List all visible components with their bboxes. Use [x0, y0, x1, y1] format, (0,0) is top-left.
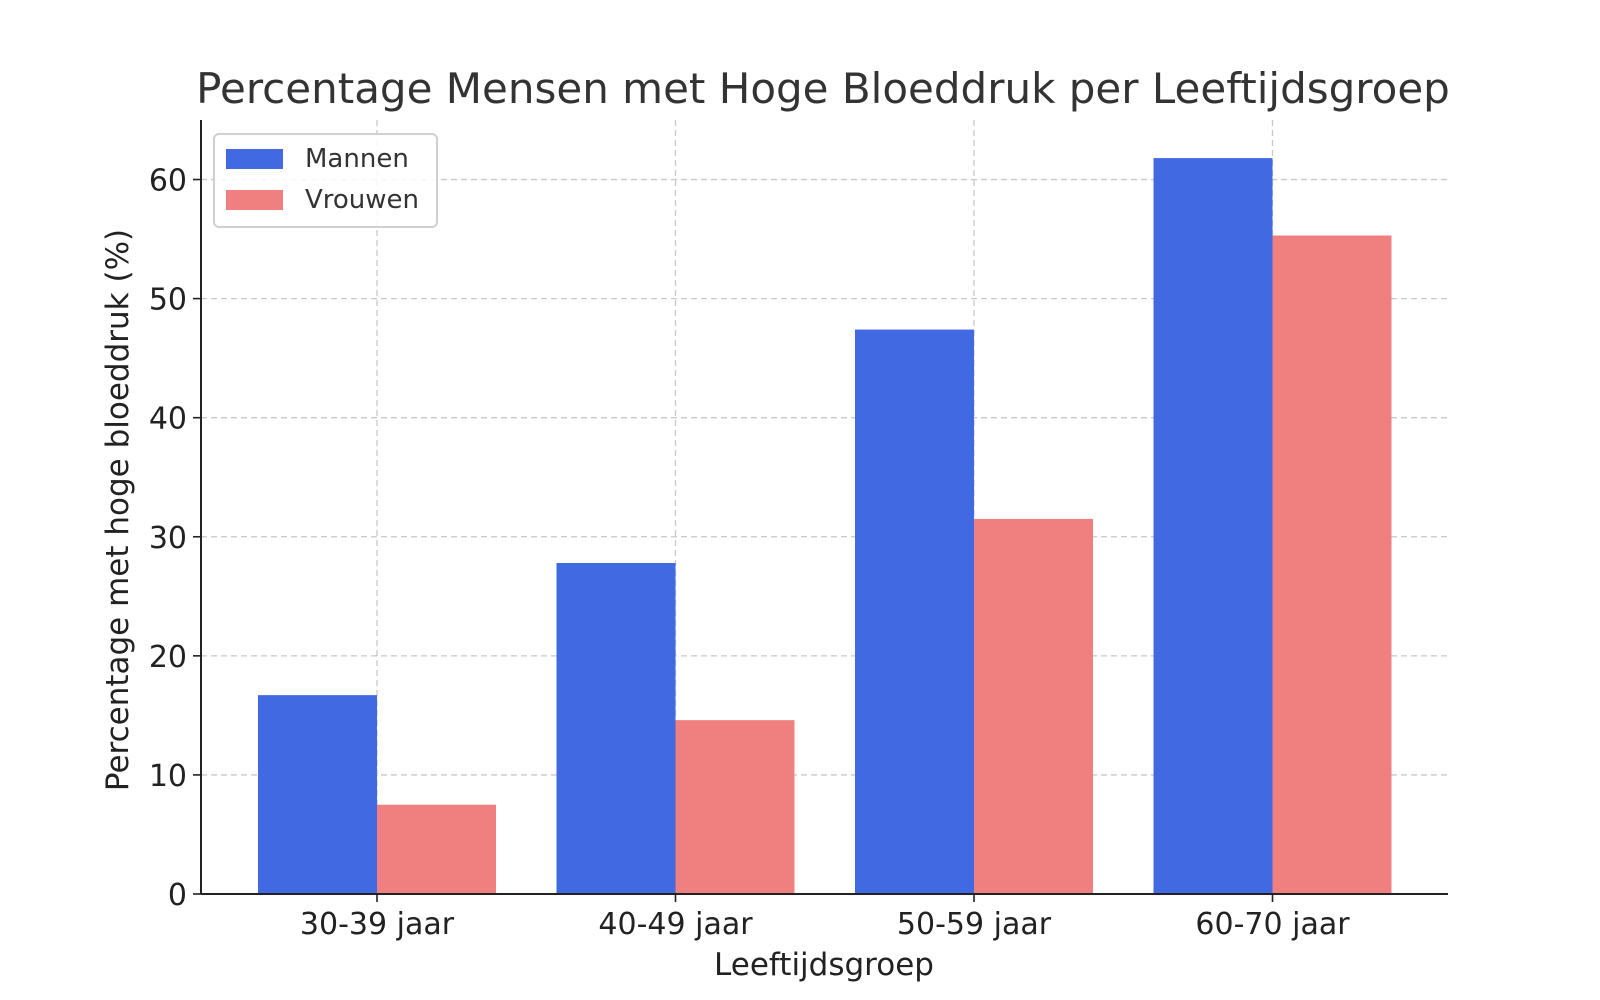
bar-mannen-0 — [258, 695, 377, 894]
x-tick-label: 40-49 jaar — [598, 907, 753, 942]
y-tick-label: 30 — [149, 521, 187, 556]
axes — [200, 120, 1448, 895]
x-axis-ticks: 30-39 jaar 40-49 jaar 50-59 jaar 60-70 jaar — [300, 894, 1350, 942]
x-axis-label: Leeftijdsgroep — [714, 947, 934, 983]
x-tick-label: 30-39 jaar — [300, 907, 455, 942]
bar-mannen-2 — [855, 329, 974, 894]
bar-vrouwen-3 — [1272, 235, 1392, 894]
legend: Mannen Vrouwen — [213, 133, 438, 228]
bar-vrouwen-2 — [974, 518, 1093, 894]
chart-title: Percentage Mensen met Hoge Bloeddruk per… — [196, 64, 1450, 113]
y-tick-label: 50 — [149, 283, 187, 318]
y-tick-label: 60 — [149, 164, 187, 199]
y-axis-label: Percentage met hoge bloeddruk (%) — [100, 229, 136, 791]
bar-mannen-1 — [556, 562, 676, 894]
y-tick-label: 10 — [149, 759, 187, 794]
y-tick-label: 0 — [168, 878, 187, 913]
x-tick-label: 60-70 jaar — [1195, 907, 1350, 942]
legend-label-vrouwen: Vrouwen — [305, 185, 419, 215]
legend-swatch-mannen — [226, 149, 283, 169]
x-tick-label: 50-59 jaar — [897, 907, 1052, 942]
bar-mannen-3 — [1153, 158, 1273, 894]
bars — [258, 158, 1392, 894]
legend-label-mannen: Mannen — [305, 144, 409, 174]
bar-vrouwen-0 — [377, 804, 496, 894]
y-tick-label: 40 — [149, 402, 187, 437]
y-tick-label: 20 — [149, 640, 187, 675]
legend-swatch-vrouwen — [226, 190, 283, 210]
bar-vrouwen-1 — [675, 720, 795, 894]
y-axis-ticks: 0 10 20 30 40 50 60 — [149, 164, 201, 913]
